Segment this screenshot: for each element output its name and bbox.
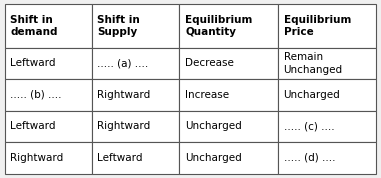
Bar — [5, 4, 92, 48]
Text: ..... (c) ....: ..... (c) .... — [283, 121, 334, 131]
Text: Decrease: Decrease — [185, 58, 234, 68]
Bar — [278, 111, 376, 142]
Bar — [5, 79, 92, 111]
Text: Uncharged: Uncharged — [283, 90, 340, 100]
Bar — [179, 48, 278, 79]
Text: Equilibrium
Price: Equilibrium Price — [283, 15, 351, 37]
Bar — [92, 142, 179, 174]
Text: Equilibrium
Quantity: Equilibrium Quantity — [185, 15, 253, 37]
Text: Leftward: Leftward — [98, 153, 143, 163]
Bar — [179, 4, 278, 48]
Text: Rightward: Rightward — [98, 90, 150, 100]
Text: Rightward: Rightward — [98, 121, 150, 131]
Bar — [92, 4, 179, 48]
Text: Uncharged: Uncharged — [185, 121, 242, 131]
Bar — [278, 48, 376, 79]
Bar — [92, 79, 179, 111]
Bar — [5, 111, 92, 142]
Bar — [278, 4, 376, 48]
Bar — [92, 111, 179, 142]
Bar — [5, 48, 92, 79]
Text: ..... (a) ....: ..... (a) .... — [98, 58, 149, 68]
Text: ..... (b) ....: ..... (b) .... — [10, 90, 62, 100]
Bar — [92, 48, 179, 79]
Bar — [5, 142, 92, 174]
Text: Uncharged: Uncharged — [185, 153, 242, 163]
Bar — [278, 142, 376, 174]
Bar — [179, 79, 278, 111]
Text: Shift in
demand: Shift in demand — [10, 15, 58, 37]
Text: ..... (d) ....: ..... (d) .... — [283, 153, 335, 163]
Bar — [278, 79, 376, 111]
Text: Shift in
Supply: Shift in Supply — [98, 15, 140, 37]
Bar — [179, 111, 278, 142]
Text: Remain
Unchanged: Remain Unchanged — [283, 52, 343, 75]
Text: Rightward: Rightward — [10, 153, 63, 163]
Text: Leftward: Leftward — [10, 58, 56, 68]
Bar — [179, 142, 278, 174]
Text: Leftward: Leftward — [10, 121, 56, 131]
Text: Increase: Increase — [185, 90, 229, 100]
